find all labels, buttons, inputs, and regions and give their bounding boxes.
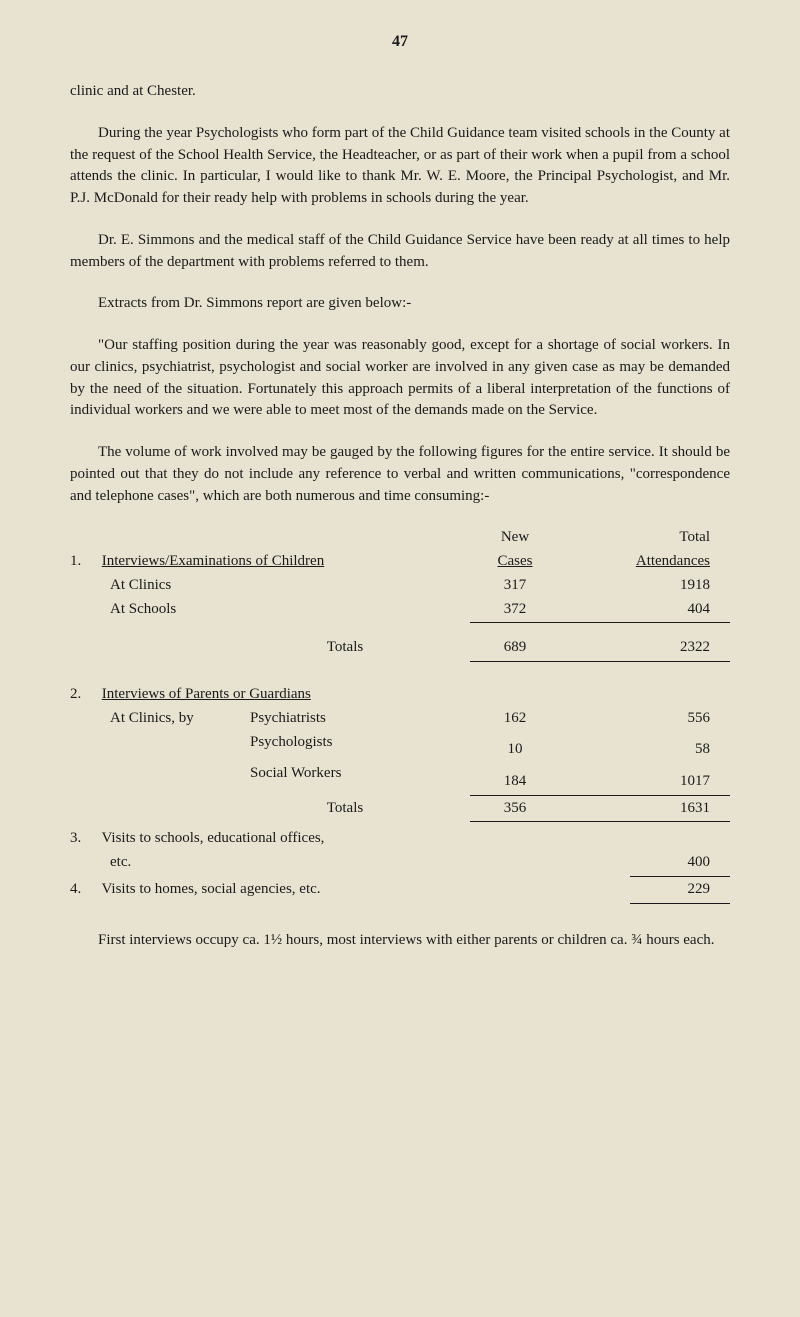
social-workers-cases: 184 <box>470 771 560 796</box>
row4-num: 4. <box>70 879 98 901</box>
table-3: 3. Visits to schools, educational office… <box>70 828 730 903</box>
table-1-row-clinics: At Clinics 317 1918 <box>70 575 730 597</box>
table-2-row-social-workers: Social Workers 184 1017 <box>70 763 730 796</box>
at-schools-att: 404 <box>560 599 730 624</box>
row3-label2: etc. <box>110 852 630 874</box>
row3-val: 400 <box>630 852 730 877</box>
at-clinics-by: At Clinics, by <box>110 708 250 730</box>
paragraph-6: The volume of work involved may be gauge… <box>70 442 730 507</box>
table-2-totals: Totals 356 1631 <box>70 798 730 823</box>
header-attendances: Attendances <box>560 551 730 573</box>
psychiatrists-cases: 162 <box>470 708 560 730</box>
at-clinics-att: 1918 <box>560 575 730 597</box>
row4-val: 229 <box>630 879 730 904</box>
at-schools-label: At Schools <box>110 599 470 621</box>
table-2-row-psychiatrists: At Clinics, by Psychiatrists 162 556 <box>70 708 730 730</box>
at-clinics-cases: 317 <box>470 575 560 597</box>
totals-label-2: Totals <box>70 798 470 820</box>
at-schools-cases: 372 <box>470 599 560 624</box>
header-total: Total <box>560 527 730 549</box>
table-3-row-visits-schools-2: etc. 400 <box>70 852 730 877</box>
paragraph-3: Dr. E. Simmons and the medical staff of … <box>70 230 730 274</box>
table-1-totals: Totals 689 2322 <box>70 637 730 662</box>
psychologists-label: Psychologists <box>250 732 333 754</box>
row4-label: Visits to homes, social agencies, etc. <box>101 881 320 897</box>
social-workers-att: 1017 <box>560 771 730 796</box>
paragraph-7: First interviews occupy ca. 1½ hours, mo… <box>70 930 730 952</box>
psychiatrists-att: 556 <box>560 708 730 730</box>
totals-cases-1: 689 <box>470 637 560 662</box>
psychologists-att: 58 <box>560 739 730 761</box>
table-1-row-schools: At Schools 372 404 <box>70 599 730 624</box>
document-page: 47 clinic and at Chester. During the yea… <box>0 0 800 1021</box>
table-1-header-row: 1. Interviews/Examinations of Children C… <box>70 551 730 573</box>
table-2-title: Interviews of Parents or Guardians <box>102 686 311 702</box>
social-workers-label: Social Workers <box>250 763 341 785</box>
table-2-header-row: 2. Interviews of Parents or Guardians <box>70 684 730 706</box>
table-2-num: 2. <box>70 684 98 706</box>
table-1-title: Interviews/Examinations of Children <box>102 553 324 569</box>
psychiatrists-label: Psychiatrists <box>250 708 326 730</box>
page-number: 47 <box>70 30 730 53</box>
totals-cases-2: 356 <box>470 798 560 823</box>
table-3-row-visits-homes: 4. Visits to homes, social agencies, etc… <box>70 879 730 904</box>
header-new: New <box>470 527 560 549</box>
totals-label-1: Totals <box>70 637 470 659</box>
row3-num: 3. <box>70 828 98 850</box>
at-clinics-label: At Clinics <box>110 575 470 597</box>
paragraph-4: Extracts from Dr. Simmons report are giv… <box>70 293 730 315</box>
paragraph-1: clinic and at Chester. <box>70 81 730 103</box>
psychologists-cases: 10 <box>470 739 560 761</box>
totals-att-2: 1631 <box>560 798 730 823</box>
table-1-header-top: New Total <box>70 527 730 549</box>
paragraph-5: "Our staffing position during the year w… <box>70 335 730 422</box>
table-2-row-psychologists: Psychologists 10 58 <box>70 732 730 762</box>
row3-label: Visits to schools, educational offices, <box>101 830 324 846</box>
header-cases: Cases <box>470 551 560 573</box>
table-1: New Total 1. Interviews/Examinations of … <box>70 527 730 662</box>
table-1-num: 1. <box>70 551 98 573</box>
table-3-row-visits-schools-1: 3. Visits to schools, educational office… <box>70 828 730 850</box>
table-2: 2. Interviews of Parents or Guardians At… <box>70 684 730 822</box>
totals-att-1: 2322 <box>560 637 730 662</box>
paragraph-2: During the year Psychologists who form p… <box>70 123 730 210</box>
